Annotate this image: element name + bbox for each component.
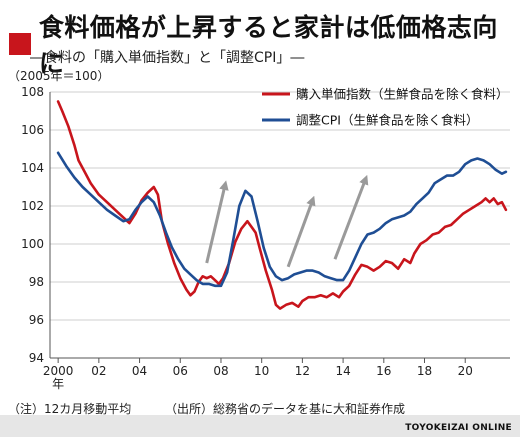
brand-label: TOYOKEIZAI ONLINE: [405, 423, 512, 433]
title-marker-square: [9, 33, 31, 55]
trend-arrow-2: [286, 195, 316, 268]
trend-arrow-1: [205, 180, 229, 264]
y-tick-label-94: 94: [29, 351, 44, 365]
y-tick-label-98: 98: [29, 275, 44, 289]
x-tick-label-20: 20: [458, 364, 473, 378]
x-tick-label-02: 02: [91, 364, 106, 378]
x-tick-label-12: 12: [295, 364, 310, 378]
chart-title: 食料価格が上昇すると家計は低価格志向に: [38, 13, 498, 78]
series-line-adjusted-cpi: [56, 151, 508, 288]
y-tick-label-108: 108: [21, 85, 44, 99]
footer-band: [0, 415, 520, 437]
chart-subtitle: ―食料の「購入単価指数」と「調整CPI」―: [30, 50, 305, 66]
legend-label-1: 購入単価指数（生鮮食品を除く食料）: [296, 87, 509, 102]
y-tick-label-104: 104: [21, 161, 44, 175]
legend-label-2: 調整CPI（生鮮食品を除く食料）: [296, 113, 478, 128]
source-note: （出所）総務省のデータを基に大和証券作成: [165, 402, 406, 416]
series-line-purchase-unit-price: [56, 100, 508, 310]
y-unit-label: （2005年＝100）: [8, 69, 110, 83]
x-tick-label-08: 08: [213, 364, 228, 378]
y-tick-label-102: 102: [21, 199, 44, 213]
y-tick-label-100: 100: [21, 237, 44, 251]
x-tick-label-16: 16: [376, 364, 391, 378]
x-tick-sublabel: 年: [52, 377, 64, 391]
x-tick-label-06: 06: [173, 364, 188, 378]
trend-arrow-3: [333, 174, 369, 260]
footnote: （注）12カ月移動平均: [8, 402, 132, 416]
y-tick-label-106: 106: [21, 123, 44, 137]
x-tick-label-04: 04: [132, 364, 147, 378]
x-tick-label-18: 18: [417, 364, 432, 378]
x-tick-label-10: 10: [254, 364, 269, 378]
x-tick-label-2000: 2000: [43, 364, 74, 378]
x-tick-label-14: 14: [335, 364, 350, 378]
title-block: 食料価格が上昇すると家計は低価格志向に: [9, 8, 520, 80]
y-tick-label-96: 96: [29, 313, 44, 327]
